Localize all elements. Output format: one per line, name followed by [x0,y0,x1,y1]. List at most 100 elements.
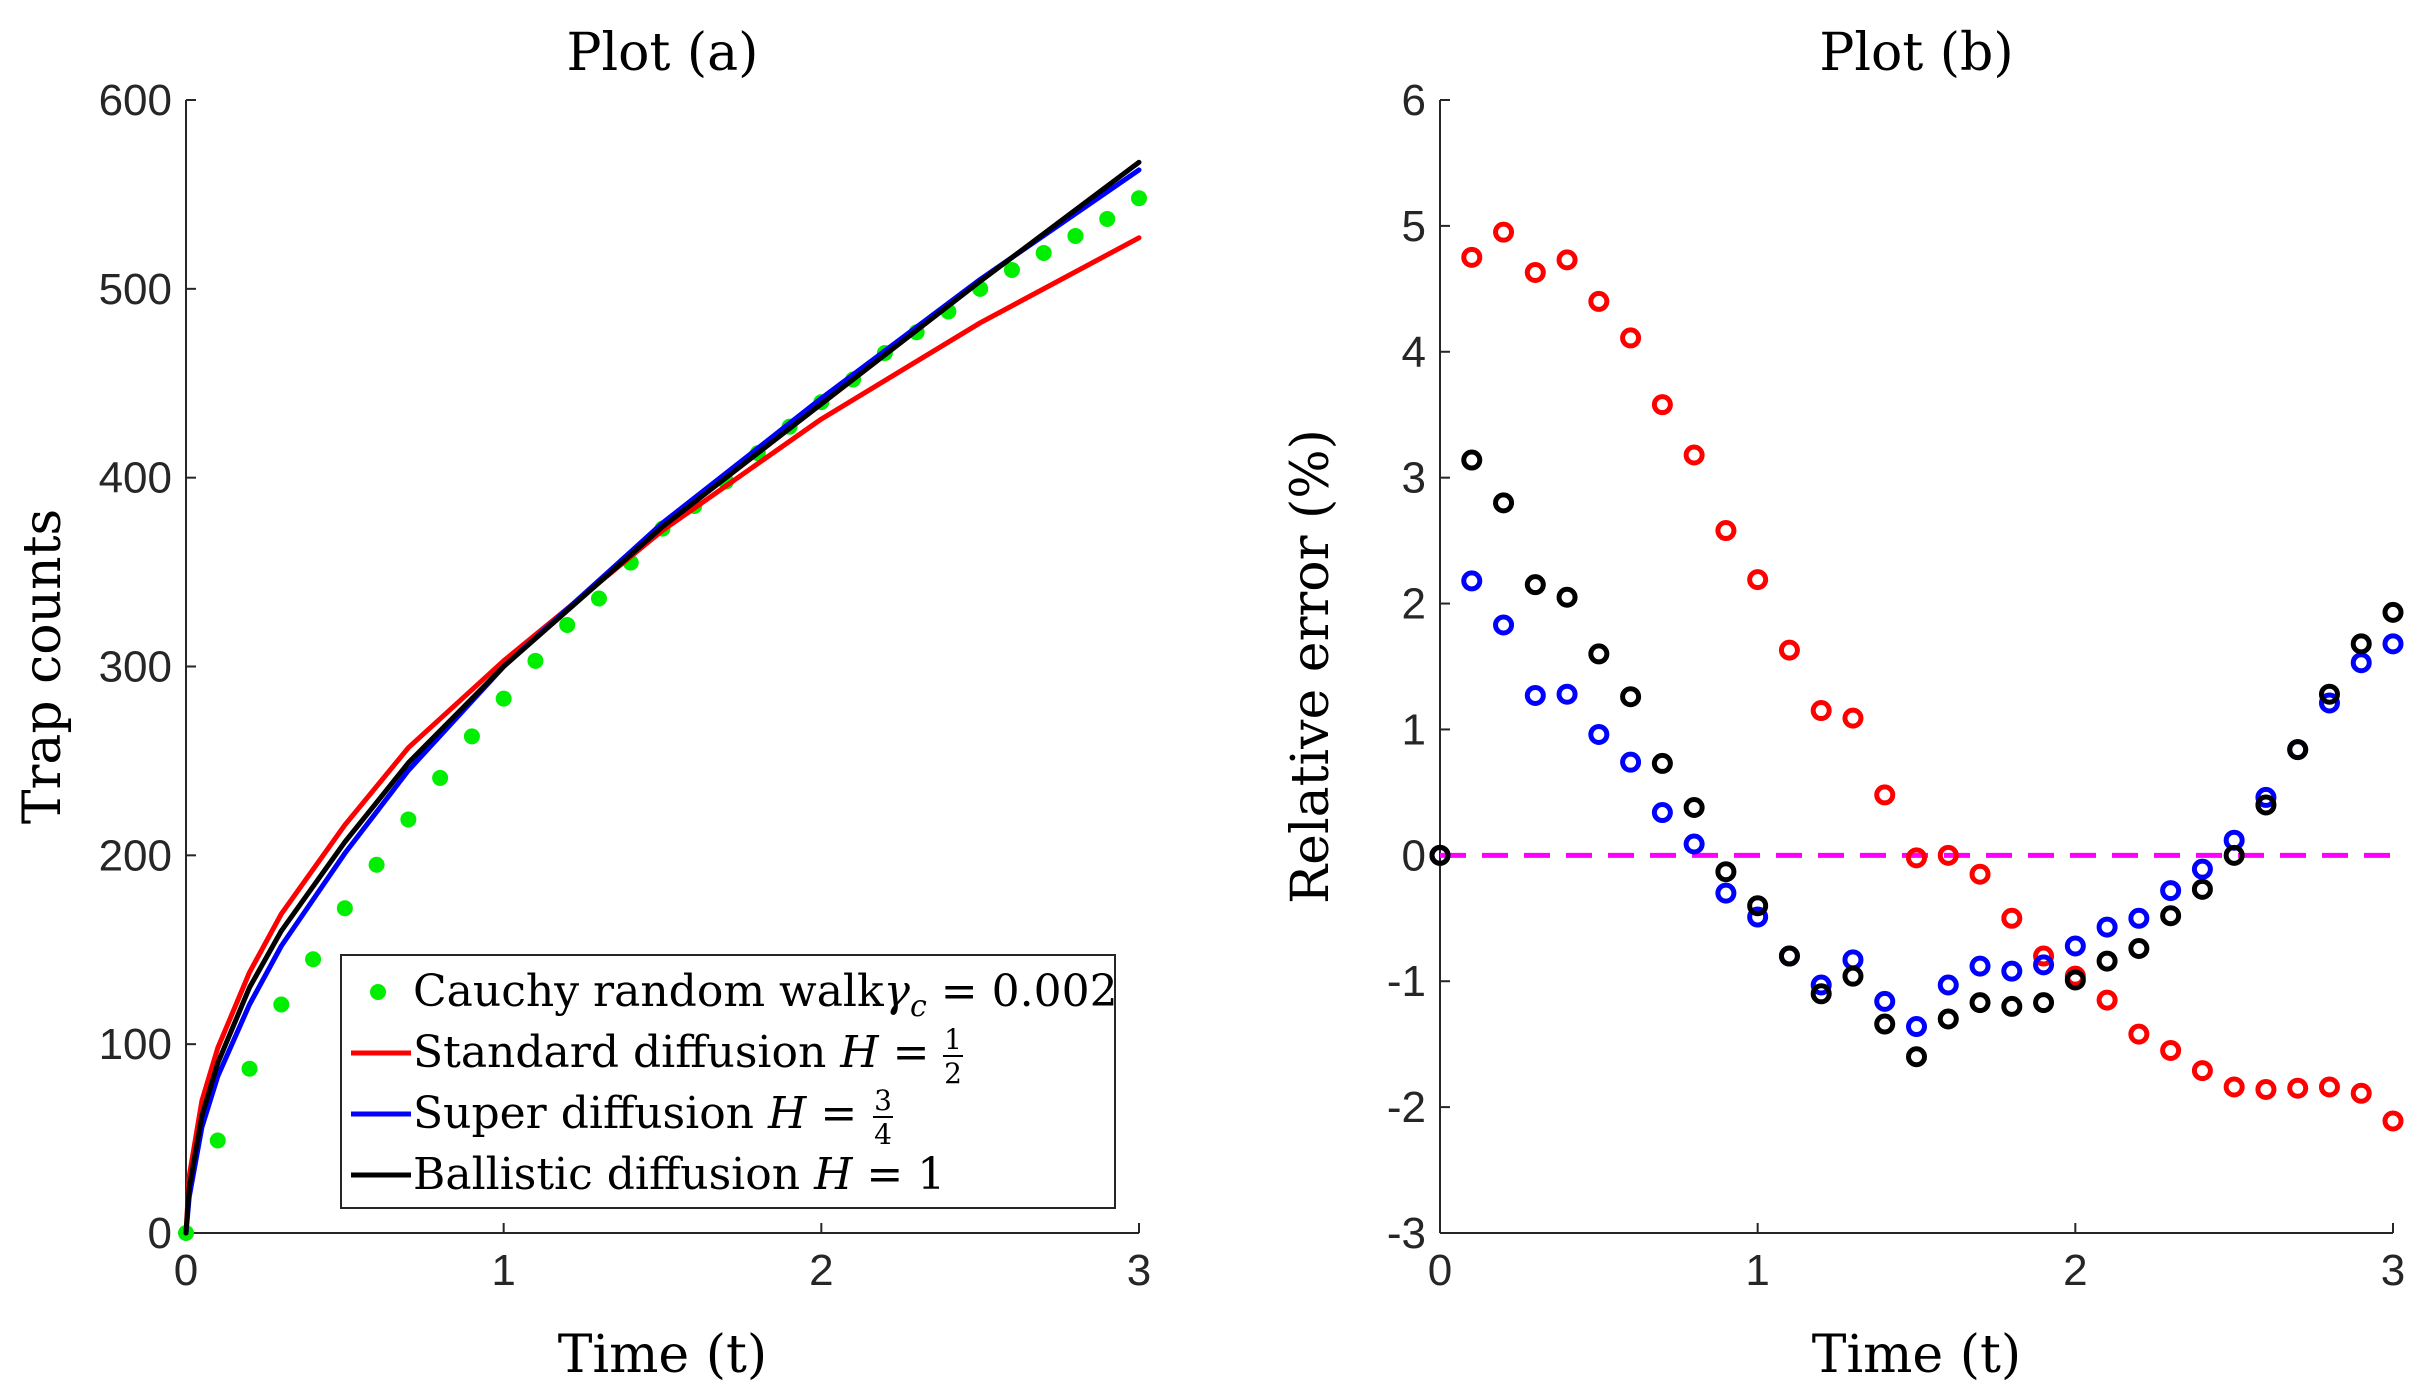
data-point [2160,905,2182,927]
x-tick-label: 1 [1745,1246,1769,1295]
chart-title: Plot (a) [567,23,759,83]
data-point [2382,633,2404,655]
y-tick-label: -1 [1387,957,1426,1006]
y-tick-label: 0 [1402,831,1426,880]
data-point [2033,945,2055,967]
data-point [2191,878,2213,900]
series-line [183,235,1142,1236]
legend-rhs: = [806,1088,857,1139]
series-line [183,159,1142,1236]
data-point [2001,907,2023,929]
data-point [1131,190,1147,207]
data-point [590,590,607,607]
series-standard-diffusion [1429,221,2404,1132]
y-axis-title: Trap counts [13,509,73,824]
data-point [2064,969,2086,991]
data-point [1588,643,1610,665]
data-point [1969,955,1991,977]
data-point [1524,261,1546,283]
data-point [336,900,353,917]
data-point [305,951,322,968]
legend-math-symbol: H [839,1027,880,1078]
legend-label-text: Standard diffusion [413,1027,840,1078]
data-point [1937,974,1959,996]
data-point [1842,949,1864,971]
data-point [1493,492,1515,514]
data-point [2382,601,2404,623]
series-standard-diffusion [183,235,1142,1236]
legend-label: Super diffusion H = [413,1088,857,1139]
data-point [1651,802,1673,824]
legend-entry: Standard diffusion H = 12 [351,1023,963,1090]
data-point [2128,937,2150,959]
data-point [1874,1013,1896,1035]
y-tick-label: 1 [1402,705,1426,754]
legend-entry: Cauchy random walkγc = 0.002 [370,966,1118,1024]
y-axis-title: Relative error (%) [1281,429,1341,904]
legend-entry: Super diffusion H = 34 [351,1084,893,1151]
legend-fraction-numerator: 3 [874,1084,892,1117]
legend-math-symbol: H [813,1149,854,1200]
data-point [1906,1016,1927,1038]
data-point [1429,844,1451,866]
y-tick-label: 300 [99,643,172,692]
legend-box [340,954,1116,1209]
x-tick-label: 0 [174,1246,198,1295]
data-point [1715,882,1737,904]
data-point [2128,1023,2150,1045]
data-point [2096,916,2118,938]
data-point [1906,847,1927,869]
series-ballistic-diffusion [183,159,1142,1236]
y-tick-label: 400 [99,454,172,503]
y-tick-label: 600 [99,76,172,125]
data-point [1556,249,1578,271]
data-point [1842,707,1864,729]
data-point [2255,1078,2277,1100]
data-point [2033,992,2055,1014]
data-point [1524,684,1546,706]
data-point [2318,683,2340,705]
data-point [1747,569,1769,591]
legend-rhs: = [879,1027,930,1078]
data-point [2001,960,2023,982]
data-point [1620,751,1642,773]
data-point [527,652,544,669]
data-point [2096,989,2118,1011]
data-point [1620,686,1642,708]
data-point [273,996,290,1013]
data-point [495,690,512,707]
y-tick-label: 6 [1402,76,1426,125]
data-point [2223,1076,2245,1098]
data-point [2287,739,2309,761]
data-point [2255,786,2277,808]
data-point [2128,907,2150,929]
legend-fraction-denominator: 2 [944,1057,962,1090]
data-point [1937,844,1959,866]
data-point [241,1060,258,1077]
data-point [1778,639,1800,661]
legend-rhs: = 1 [852,1149,945,1200]
data-point [1651,394,1673,416]
data-point [2191,858,2213,880]
data-point [1937,1008,1959,1030]
y-tick-label: 100 [99,1020,172,1069]
x-tick-label: 0 [1428,1246,1452,1295]
data-point [209,1132,226,1149]
x-tick-label: 2 [809,1246,833,1295]
data-point [1874,990,1896,1012]
y-tick-label: 0 [148,1209,172,1258]
data-point [1493,221,1515,243]
data-point [1842,965,1864,987]
legend-label-text: Ballistic diffusion [413,1149,814,1200]
y-tick-label: 500 [99,265,172,314]
data-point [1810,700,1832,722]
data-point [1003,261,1020,278]
x-axis-title: Time (t) [558,1325,767,1385]
data-point [368,856,385,873]
data-point [1906,1046,1927,1068]
data-point [2318,1076,2340,1098]
y-tick-label: -2 [1387,1083,1426,1132]
